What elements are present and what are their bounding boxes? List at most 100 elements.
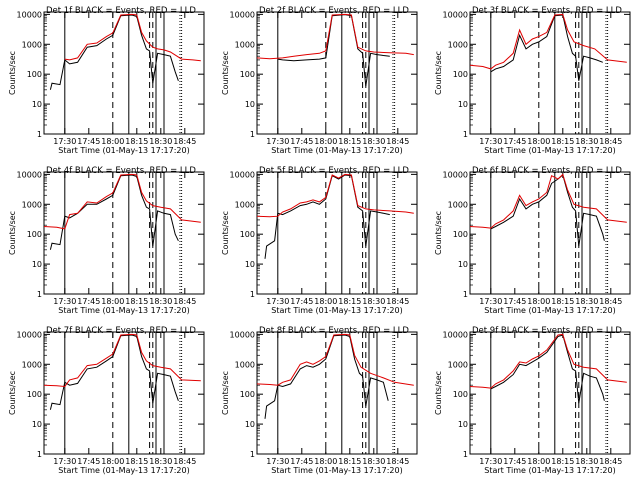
series-line-lld [257, 173, 414, 218]
y-tick-label: 10000 [17, 330, 42, 339]
y-tick-label: 10000 [443, 330, 468, 339]
y-tick-label: 1 [463, 130, 468, 139]
x-tick-label: 17:30 [479, 297, 502, 306]
y-tick-label: 1000 [235, 360, 255, 369]
x-tick-label: 18:00 [101, 297, 124, 306]
x-tick-label: 17:45 [77, 137, 100, 146]
x-tick-label: 17:30 [53, 297, 76, 306]
y-tick-label: 100 [240, 230, 255, 239]
series-line-lld [470, 13, 627, 70]
panel-title: Det 5f BLACK = Events, RED = LLD [259, 166, 409, 176]
x-tick-label: 18:45 [386, 457, 409, 466]
plot-frame [256, 171, 418, 295]
y-tick-label: 100 [453, 230, 468, 239]
y-tick-label: 1000 [448, 40, 468, 49]
y-tick-label: 1000 [22, 200, 42, 209]
y-tick-label: 10000 [230, 330, 255, 339]
x-axis-label: Start Time (01-May-13 17:17:20) [271, 466, 402, 475]
y-axis-label: Counts/sec [221, 371, 230, 415]
x-tick-label: 18:45 [173, 457, 196, 466]
x-tick-label: 18:45 [599, 297, 622, 306]
y-tick-label: 100 [453, 390, 468, 399]
plot-frame [43, 11, 205, 135]
panel-title: Det 3f BLACK = Events, RED = LLD [472, 6, 622, 16]
x-tick-label: 18:15 [125, 457, 148, 466]
y-tick-label: 1000 [235, 40, 255, 49]
x-tick-label: 18:45 [173, 297, 196, 306]
x-tick-label: 18:30 [149, 297, 172, 306]
plot-frame [43, 171, 205, 295]
y-tick-label: 1000 [448, 200, 468, 209]
y-tick-label: 10 [32, 420, 42, 429]
x-tick-label: 18:15 [551, 457, 574, 466]
panel-det-6: Det 6f BLACK = Events, RED = LLD 1 10 100 10… [434, 166, 631, 315]
x-tick-label: 18:00 [314, 137, 337, 146]
y-tick-label: 10 [32, 100, 42, 109]
y-axis-label: Counts/sec [434, 211, 443, 255]
x-tick-label: 18:45 [173, 137, 196, 146]
y-tick-label: 100 [27, 230, 42, 239]
x-tick-label: 17:30 [266, 457, 289, 466]
series-line-lld [44, 173, 201, 230]
x-tick-label: 17:45 [503, 457, 526, 466]
panel-title: Det 2f BLACK = Events, RED = LLD [259, 6, 409, 16]
series-line-lld [470, 173, 627, 229]
y-tick-label: 10000 [230, 170, 255, 179]
y-tick-label: 100 [453, 70, 468, 79]
x-tick-label: 17:45 [77, 457, 100, 466]
x-tick-label: 18:15 [551, 297, 574, 306]
x-tick-label: 18:00 [527, 137, 550, 146]
series-line-events [490, 174, 605, 247]
y-tick-label: 10000 [443, 10, 468, 19]
y-axis-label: Counts/sec [221, 211, 230, 255]
x-tick-label: 17:30 [266, 137, 289, 146]
x-tick-label: 17:30 [53, 137, 76, 146]
panel-title: Det 6f BLACK = Events, RED = LLD [472, 166, 622, 176]
x-tick-label: 18:15 [551, 137, 574, 146]
series-line-lld [257, 13, 414, 60]
x-tick-label: 18:15 [125, 297, 148, 306]
panel-det-8: Det 8f BLACK = Events, RED = LLD 1 10 100 10… [221, 326, 418, 475]
x-tick-label: 18:00 [101, 457, 124, 466]
y-axis-label: Counts/sec [434, 371, 443, 415]
panel-title: Det 7f BLACK = Events, RED = LLD [46, 326, 196, 336]
x-tick-label: 17:45 [290, 137, 313, 146]
x-tick-label: 18:00 [314, 297, 337, 306]
x-tick-label: 18:30 [575, 297, 598, 306]
y-tick-label: 1 [250, 450, 255, 459]
y-tick-label: 1 [37, 450, 42, 459]
plot-frame [469, 331, 631, 455]
y-tick-label: 100 [240, 70, 255, 79]
y-axis-label: Counts/sec [8, 211, 17, 255]
x-tick-label: 18:30 [362, 297, 385, 306]
series-line-events [277, 14, 390, 87]
y-axis-label: Counts/sec [8, 371, 17, 415]
x-tick-label: 18:15 [338, 137, 361, 146]
y-tick-label: 1 [463, 450, 468, 459]
x-tick-label: 18:15 [125, 137, 148, 146]
x-tick-label: 18:00 [101, 137, 124, 146]
series-line-lld [257, 333, 414, 386]
y-axis-label: Counts/sec [434, 51, 443, 95]
y-tick-label: 10 [245, 100, 255, 109]
y-tick-label: 1 [37, 290, 42, 299]
series-line-events [49, 174, 179, 250]
y-tick-label: 100 [240, 390, 255, 399]
x-axis-label: Start Time (01-May-13 17:17:20) [58, 466, 189, 475]
plot-frame [256, 331, 418, 455]
panel-title: Det 4f BLACK = Events, RED = LLD [46, 166, 196, 176]
y-tick-label: 10 [245, 260, 255, 269]
panel-det-1: Det 1f BLACK = Events, RED = LLD 1 10 100 10… [8, 6, 205, 155]
y-tick-label: 1 [37, 130, 42, 139]
series-line-events [49, 14, 179, 90]
x-tick-label: 18:00 [314, 457, 337, 466]
x-tick-label: 17:30 [266, 297, 289, 306]
x-tick-label: 18:30 [149, 457, 172, 466]
y-tick-label: 10000 [443, 170, 468, 179]
x-tick-label: 17:30 [479, 457, 502, 466]
y-tick-label: 1000 [448, 360, 468, 369]
series-line-lld [44, 333, 201, 388]
panel-det-9: Det 9f BLACK = Events, RED = LLD 1 10 100 10… [434, 326, 631, 475]
y-tick-label: 1000 [22, 40, 42, 49]
